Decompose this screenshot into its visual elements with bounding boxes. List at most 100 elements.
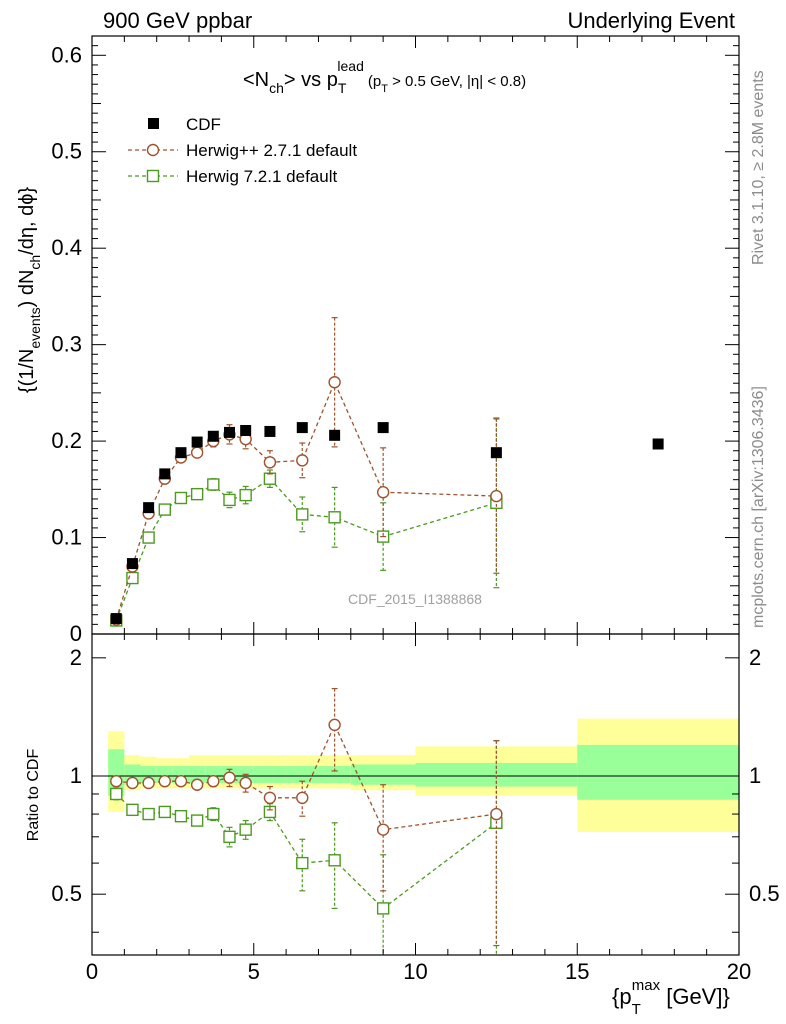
- ratio-herwig7-point: [174, 809, 188, 823]
- ratio-herwigpp-point: [296, 791, 309, 805]
- band-green-13: [415, 762, 578, 787]
- ratio-herwig7-point: [142, 807, 155, 821]
- main-cdf-point: [377, 422, 389, 434]
- main-herwig7-point: [239, 488, 252, 502]
- main-cdf-point: [143, 502, 155, 514]
- main-y-tick-label: 0.4: [51, 235, 82, 260]
- ratio-herwig7-point: [126, 803, 139, 817]
- ratio-y-tick-label: 1: [70, 763, 82, 788]
- main-herwig7-point: [142, 531, 155, 544]
- mcplots-label: mcplots.cern.ch [arXiv:1306.3436]: [750, 386, 767, 628]
- main-cdf-point: [223, 426, 235, 438]
- plot-title: <Nch> vs pTlead(pT > 0.5 GeV, |η| < 0.8): [243, 58, 526, 96]
- band-green-14: [577, 744, 739, 800]
- main-y-tick-label: 0.5: [51, 139, 82, 164]
- ratio-y-tick-label-right: 1: [749, 763, 761, 788]
- ratio-herwig7-point: [263, 805, 277, 819]
- main-cdf-point: [191, 436, 203, 448]
- ratio-herwigpp-point: [376, 823, 390, 836]
- data-series: [110, 317, 664, 955]
- main-herwigpp-point: [328, 376, 341, 389]
- ratio-herwig7-point: [110, 787, 123, 801]
- analysis-watermark: CDF_2015_I1388868: [348, 591, 482, 607]
- main-y-tick-label: 0: [70, 621, 82, 646]
- main-herwigpp-point: [190, 446, 204, 459]
- header-left: 900 GeV ppbar: [103, 8, 252, 33]
- main-cdf-point: [207, 430, 219, 442]
- ratio-herwig7-point: [328, 854, 341, 867]
- rivet-label: Rivet 3.1.10, ≥ 2.8M events: [750, 70, 767, 265]
- main-cdf-point: [126, 558, 138, 570]
- main-herwig7-point: [158, 503, 171, 516]
- ratio-herwigpp-point: [328, 718, 341, 732]
- main-cdf-point: [240, 424, 252, 436]
- main-cdf-series: [110, 422, 664, 625]
- main-herwig7-point: [296, 508, 309, 521]
- ratio-y-axis-label: Ratio to CDF: [25, 749, 42, 842]
- ratio-herwigpp-point: [174, 775, 188, 788]
- band-green-10: [286, 766, 319, 783]
- ratio-y-tick-label-right: 2: [749, 645, 761, 670]
- main-cdf-point: [159, 468, 171, 480]
- band-green-12: [350, 764, 416, 785]
- ratio-herwig7-point: [207, 807, 220, 821]
- legend: CDF Herwig++ 2.7.1 default Herwig 7.2.1 …: [128, 115, 357, 186]
- ratio-y-tick-label: 0.5: [51, 881, 82, 906]
- ratio-herwig7-line: [115, 793, 497, 910]
- main-herwig7-point: [207, 478, 220, 491]
- ratio-herwig7-point: [190, 814, 204, 827]
- ratio-herwigpp-point: [110, 775, 123, 788]
- ratio-herwigpp-point: [263, 791, 277, 805]
- main-herwigpp-point: [376, 486, 390, 499]
- main-herwigpp-point: [296, 454, 309, 467]
- main-y-axis-label: {(1/Nevents) dNch/dη, dϕ}: [16, 187, 43, 394]
- ratio-herwigpp-point: [190, 778, 204, 791]
- main-herwig7-point: [174, 491, 188, 505]
- x-tick-label: 5: [248, 959, 260, 984]
- main-herwig7-point: [328, 511, 341, 524]
- legend-herwigpp-marker: [146, 143, 160, 157]
- legend-cdf-marker: [148, 118, 159, 129]
- band-green-5: [189, 766, 206, 783]
- main-herwig7-point: [190, 487, 204, 501]
- main-herwigpp-point: [263, 456, 277, 469]
- legend-herwig7-label: Herwig 7.2.1 default: [186, 167, 337, 186]
- ratio-herwig7-point: [376, 902, 390, 915]
- main-cdf-point: [264, 425, 276, 437]
- main-cdf-point: [175, 447, 187, 459]
- ratio-herwigpp-point: [126, 776, 139, 790]
- ratio-herwigpp-point: [239, 776, 252, 790]
- band-green-11: [318, 766, 351, 783]
- main-cdf-point: [296, 422, 308, 434]
- ratio-herwigpp-series: [110, 687, 503, 947]
- legend-cdf-label: CDF: [186, 115, 221, 134]
- main-herwigpp-line: [115, 380, 497, 620]
- ratio-herwig7-point: [223, 830, 236, 844]
- main-herwigpp-point: [490, 489, 503, 503]
- x-tick-label: 15: [565, 959, 589, 984]
- main-cdf-point: [329, 429, 341, 441]
- main-cdf-point: [652, 438, 664, 450]
- main-cdf-point: [110, 613, 122, 625]
- ratio-herwigpp-point: [223, 771, 236, 784]
- x-tick-label: 0: [86, 959, 98, 984]
- ratio-herwig7-point: [296, 856, 309, 870]
- legend-herwig7-marker: [146, 169, 160, 183]
- main-y-tick-label: 0.6: [51, 42, 82, 67]
- band-green-9: [253, 766, 287, 783]
- x-axis-label: {pTmax [GeV]}: [612, 977, 730, 1018]
- main-cdf-point: [490, 447, 502, 459]
- ratio-y-tick-label-right: 0.5: [749, 881, 780, 906]
- ratio-herwig7-point: [158, 805, 171, 819]
- main-y-tick-label: 0.2: [51, 428, 82, 453]
- main-y-tick-label: 0.1: [51, 525, 82, 550]
- main-y-tick-label: 0.3: [51, 332, 82, 357]
- axis-ticks: 0 5 10 15 20 0 0.1 0.2 0.3 0.4 0.5 0.6 0.5 0.5 1 1 2 2: [51, 35, 780, 984]
- x-tick-label: 10: [403, 959, 427, 984]
- ratio-herwigpp-point: [158, 775, 171, 788]
- main-herwig7-point: [223, 493, 236, 507]
- ratio-y-tick-label: 2: [70, 645, 82, 670]
- main-herwig7-point: [263, 472, 277, 485]
- ratio-herwigpp-point: [490, 807, 503, 821]
